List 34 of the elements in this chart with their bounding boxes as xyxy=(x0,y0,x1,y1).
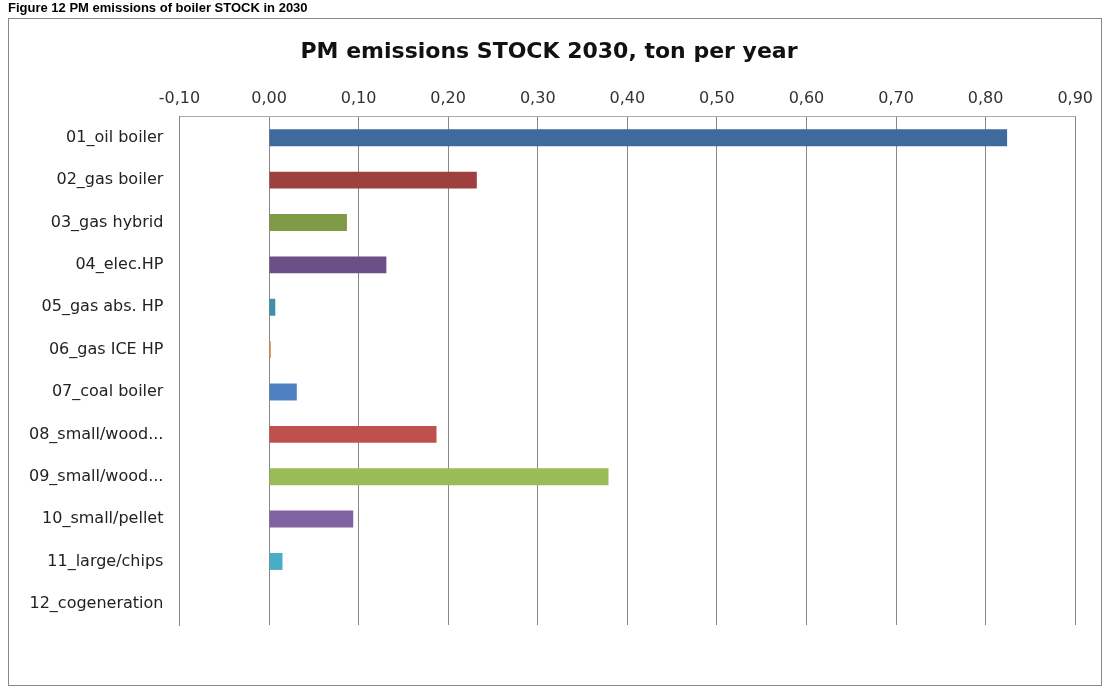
chart-title: PM emissions STOCK 2030, ton per year xyxy=(300,37,798,63)
y-tick-label: 05_gas abs. HP xyxy=(41,296,164,317)
bar xyxy=(269,468,609,486)
bar xyxy=(269,129,1008,147)
x-tick-label: 0,50 xyxy=(699,88,735,108)
x-tick-label: 0,10 xyxy=(340,88,377,108)
y-tick-label: 06_gas ICE HP xyxy=(48,338,164,359)
y-tick-label: 07_coal boiler xyxy=(51,381,164,402)
bar xyxy=(269,214,347,231)
x-tick-label: 0,20 xyxy=(430,88,466,108)
x-tick-label: -0,10 xyxy=(158,88,201,108)
bar xyxy=(269,552,283,570)
bar xyxy=(269,256,387,274)
y-tick-label: 08_small/wood... xyxy=(28,423,164,444)
x-tick-label: 0,80 xyxy=(967,88,1004,108)
x-tick-label: 0,90 xyxy=(1057,88,1093,108)
y-tick-label: 09_small/wood... xyxy=(28,465,164,486)
x-tick-label: 0,70 xyxy=(878,88,914,108)
y-tick-label: 10_small/pellet xyxy=(42,508,164,529)
x-tick-label: 0,40 xyxy=(609,88,646,108)
bar xyxy=(269,383,297,401)
y-tick-label: 04_elec.HP xyxy=(75,254,164,275)
x-tick-label: 0,30 xyxy=(519,88,556,108)
x-tick-label: 0,00 xyxy=(251,88,287,108)
bar xyxy=(269,171,477,189)
y-tick-label: 11_large/chips xyxy=(47,550,164,571)
y-tick-label: 03_gas hybrid xyxy=(50,211,164,232)
y-tick-label: 02_gas boiler xyxy=(56,169,164,190)
caption: Figure 12 PM emissions of boiler STOCK in 2030 xyxy=(8,0,308,16)
y-tick-label: 12_cogeneration xyxy=(29,592,164,613)
x-tick-label: 0,60 xyxy=(788,88,825,108)
y-tick-label: 01_oil boiler xyxy=(66,126,164,147)
bar xyxy=(269,510,354,528)
bar xyxy=(269,425,437,443)
